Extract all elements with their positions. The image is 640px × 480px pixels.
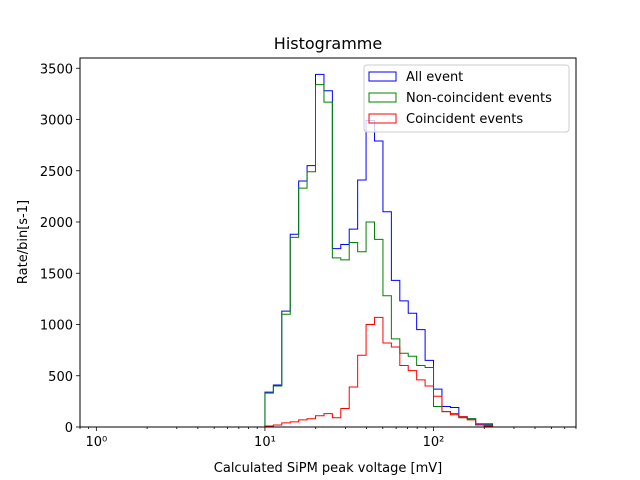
- legend-label: Non-coincident events: [406, 91, 552, 106]
- x-tick-label: 10¹: [254, 435, 276, 450]
- x-axis-label: Calculated SiPM peak voltage [mV]: [214, 461, 442, 476]
- y-tick-label: 2000: [40, 216, 73, 231]
- legend-box: [363, 64, 570, 133]
- y-tick-label: 500: [48, 370, 73, 385]
- x-axis: 10⁰ 10¹ 10²: [79, 427, 577, 450]
- series-line-3: [96, 316, 552, 428]
- series-line-2: [96, 84, 552, 428]
- plot-frame: [79, 57, 577, 428]
- y-axis-label: Rate/bin[s-1]: [16, 200, 31, 284]
- x-tick-label: 10²: [423, 435, 445, 450]
- legend-swatch: [368, 113, 397, 124]
- y-tick-label: 3500: [40, 62, 73, 77]
- legend-label: All event: [406, 70, 463, 85]
- y-axis: 0 500 1000 1500 2000 2500 3000 3500: [40, 62, 80, 436]
- y-tick-label: 3000: [40, 114, 73, 129]
- legend-swatch: [368, 71, 397, 82]
- y-tick-label: 2500: [40, 165, 73, 180]
- y-tick-label: 1000: [40, 319, 73, 334]
- legend: All event Non-coincident events Coincident…: [363, 64, 570, 133]
- chart-title: Histogramme: [274, 34, 382, 53]
- y-tick-label: 0: [65, 421, 73, 436]
- legend-label: Coincident events: [406, 112, 523, 127]
- y-tick-label: 1500: [40, 267, 73, 282]
- x-tick-label: 10⁰: [85, 435, 107, 450]
- legend-swatch: [368, 92, 397, 103]
